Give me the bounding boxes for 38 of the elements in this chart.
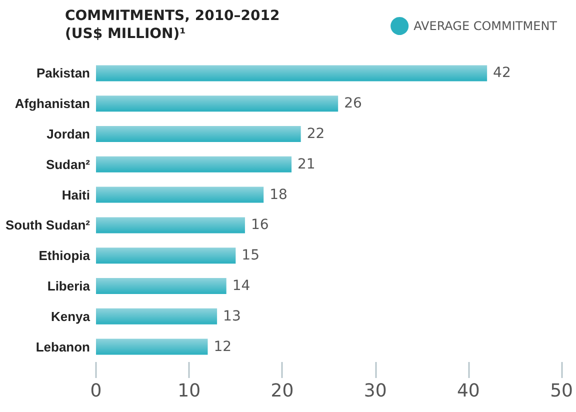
y-tick-label: South Sudan² (6, 218, 91, 233)
data-label: 26 (344, 96, 362, 112)
data-label: 42 (493, 65, 511, 82)
x-tick-label: 0 (90, 380, 102, 402)
data-label: 18 (270, 186, 288, 203)
y-tick-label: Lebanon (36, 339, 90, 354)
x-tick-label: 50 (550, 380, 573, 402)
data-label: 16 (250, 217, 269, 234)
bar (96, 126, 301, 142)
legend-label: AVERAGE COMMITMENT (414, 19, 558, 33)
y-tick-label: Sudan² (46, 156, 91, 172)
y-tick-label: Haiti (62, 187, 90, 202)
bar (96, 96, 338, 112)
y-tick-label: Pakistan (36, 66, 90, 81)
data-label: 13 (223, 308, 241, 324)
data-label: 12 (214, 338, 232, 355)
x-tick-label: 40 (456, 380, 480, 402)
y-tick-label: Ethiopia (38, 248, 91, 264)
x-tick-label: 30 (364, 380, 387, 402)
y-tick-label: Afghanistan (14, 96, 90, 112)
bar (96, 338, 208, 355)
x-tick-label: 10 (178, 380, 201, 402)
data-label: 22 (306, 126, 325, 142)
bar (96, 186, 264, 203)
y-tick-label: Jordan (46, 126, 90, 142)
bar (96, 278, 226, 294)
bar (96, 65, 488, 82)
data-label: 14 (232, 278, 250, 294)
y-tick-label: Kenya (50, 308, 91, 324)
bar (96, 217, 245, 234)
data-label: 21 (298, 156, 316, 172)
bar (96, 308, 218, 324)
bar (96, 156, 292, 172)
y-tick-label: Liberia (47, 278, 91, 294)
x-tick-label: 20 (270, 380, 294, 402)
data-label: 15 (242, 248, 260, 264)
chart-title: COMMITMENTS, 2010–2012 (US$ MILLION)¹ (65, 8, 280, 42)
bar (96, 248, 236, 264)
